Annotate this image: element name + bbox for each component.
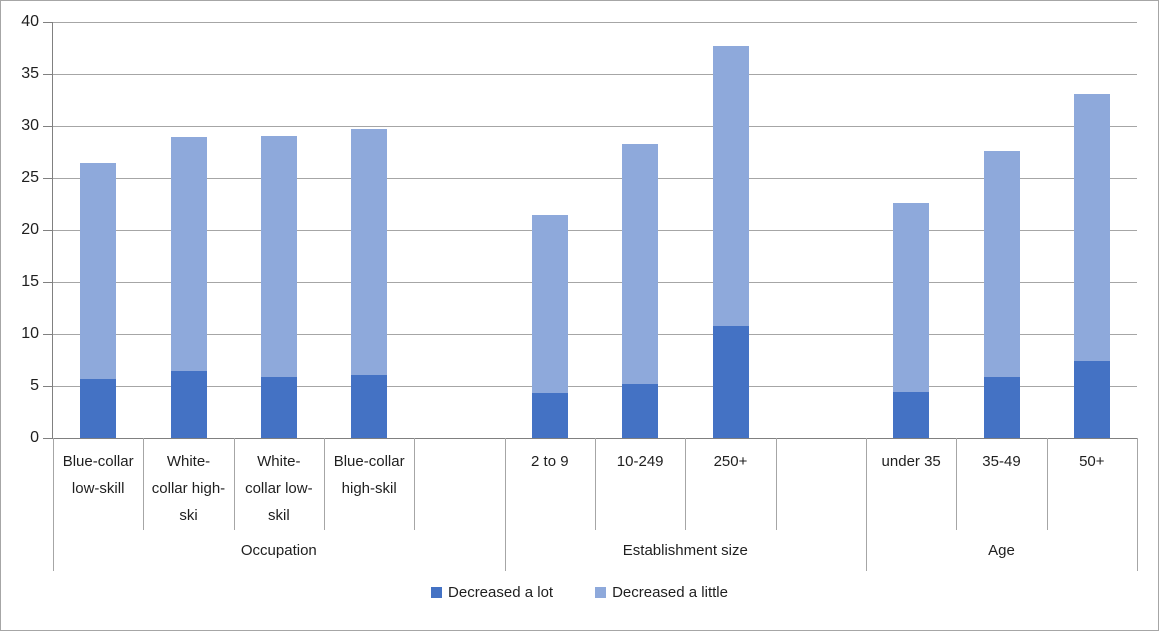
bar-segment-decreased-a-little [531,215,568,394]
bar-segment-decreased-a-lot [351,374,388,438]
gridline [53,282,1137,283]
bar-segment-decreased-a-lot [622,383,659,438]
legend-swatch-decreased-a-little [595,587,607,598]
axis-category-divider [595,438,596,530]
y-axis-tick [43,126,53,127]
y-axis-tick-label: 5 [30,377,39,394]
axis-category-divider [956,438,958,530]
y-axis-tick-label: 20 [21,221,39,238]
y-axis-tick-label: 40 [21,13,39,30]
y-axis-tick [43,386,53,387]
x-axis-category-label: White-collar low-skil [245,453,313,524]
y-axis-tick-label: 35 [21,65,39,82]
bar-segment-decreased-a-lot [531,393,568,438]
y-axis-tick [43,74,53,75]
bar-segment-decreased-a-lot [80,378,117,438]
x-axis-category-label: Blue-collar high-skil [333,453,405,497]
bar-segment-decreased-a-lot [893,392,930,438]
gridline [53,178,1137,179]
axis-category-divider [414,438,416,530]
legend-item-decreased-a-little: Decreased a little [595,584,728,601]
y-axis-tick [43,230,53,231]
bar-segment-decreased-a-little [80,163,117,379]
y-axis-tick-label: 30 [21,117,39,134]
x-axis-category-label: White-collar high-ski [151,453,226,524]
gridline [53,74,1137,75]
y-axis-tick [43,178,53,179]
y-axis-tick-label: 15 [21,273,39,290]
legend-item-decreased-a-lot: Decreased a lot [431,584,553,601]
axis-category-divider [1046,438,1048,530]
gridline [53,126,1137,127]
x-axis-category-label: 35-49 [982,453,1021,470]
legend: Decreased a lot Decreased a little [1,584,1158,601]
x-axis-category-label: 50+ [1079,453,1105,470]
gridline [53,334,1137,335]
y-axis-tick-label: 0 [30,429,39,446]
x-axis-group-label: Occupation [240,542,317,559]
legend-swatch-decreased-a-lot [431,587,443,598]
axis-category-divider [233,438,235,530]
y-axis-tick-label: 10 [21,325,39,342]
gridline [53,386,1137,387]
bar-segment-decreased-a-little [170,137,207,372]
bar-segment-decreased-a-lot [170,371,207,438]
axis-group-divider [504,438,506,571]
y-axis-tick [43,282,53,283]
y-axis-tick [43,334,53,335]
x-axis-category-label: 10-249 [616,453,664,470]
bar-segment-decreased-a-little [351,129,388,375]
bar-segment-decreased-a-little [893,202,930,393]
bar-segment-decreased-a-lot [712,325,749,438]
axis-group-divider [53,438,54,571]
bar-segment-decreased-a-little [712,45,749,326]
bar-segment-decreased-a-little [260,136,297,377]
legend-label-decreased-a-lot: Decreased a lot [448,584,554,601]
x-axis-category-label: Blue-collar low-skill [62,453,134,497]
axis-category-divider [324,438,325,530]
x-axis-group-label: Establishment size [622,542,748,559]
y-axis-tick [43,22,53,23]
bar-segment-decreased-a-lot [1073,361,1110,438]
axis-group-divider [866,438,867,571]
bar-segment-decreased-a-little [1073,93,1110,362]
bar-segment-decreased-a-little [622,143,659,384]
gridline [53,230,1137,231]
bar-segment-decreased-a-little [983,150,1020,377]
bar-segment-decreased-a-lot [260,376,297,438]
y-axis-tick [43,438,53,439]
axis-category-divider [775,438,777,530]
legend-label-decreased-a-little: Decreased a little [612,584,728,601]
y-axis-tick-label: 25 [21,169,39,186]
x-axis-group-label: Age [988,542,1015,559]
gridline [53,22,1137,23]
bar-segment-decreased-a-lot [983,376,1020,438]
x-axis-category-label: 250+ [713,453,748,470]
axis-group-divider [1137,438,1138,571]
x-axis-category-label: 2 to 9 [531,453,569,470]
axis-category-divider [143,438,145,530]
x-axis-category-label: under 35 [881,453,941,470]
axis-category-divider [685,438,687,530]
